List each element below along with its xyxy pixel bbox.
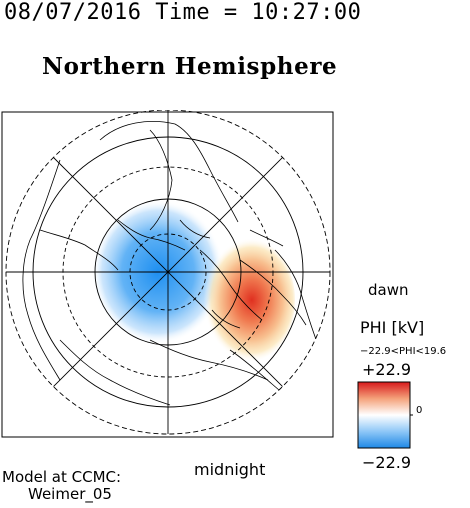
page-title: Northern Hemisphere: [42, 53, 338, 80]
polar-map: [1, 110, 334, 438]
midnight-label: midnight: [194, 460, 266, 479]
legend-title: PHI [kV]: [360, 318, 425, 337]
positive-cell: [199, 238, 295, 362]
legend-min-label: −22.9: [362, 453, 412, 472]
colorbar: [357, 381, 413, 449]
model-line1: Model at CCMC:: [2, 468, 122, 486]
model-line2: Weimer_05: [28, 485, 112, 503]
dawn-label: dawn: [368, 281, 409, 299]
legend-range: −22.9<PHI<19.6: [360, 346, 447, 357]
meridians: [6, 110, 330, 434]
legend-max-label: +22.9: [362, 360, 412, 379]
legend-zero-label: 0: [416, 405, 423, 416]
coastlines: [22, 121, 321, 416]
timestamp: 08/07/2016 Time = 10:27:00: [4, 0, 362, 25]
